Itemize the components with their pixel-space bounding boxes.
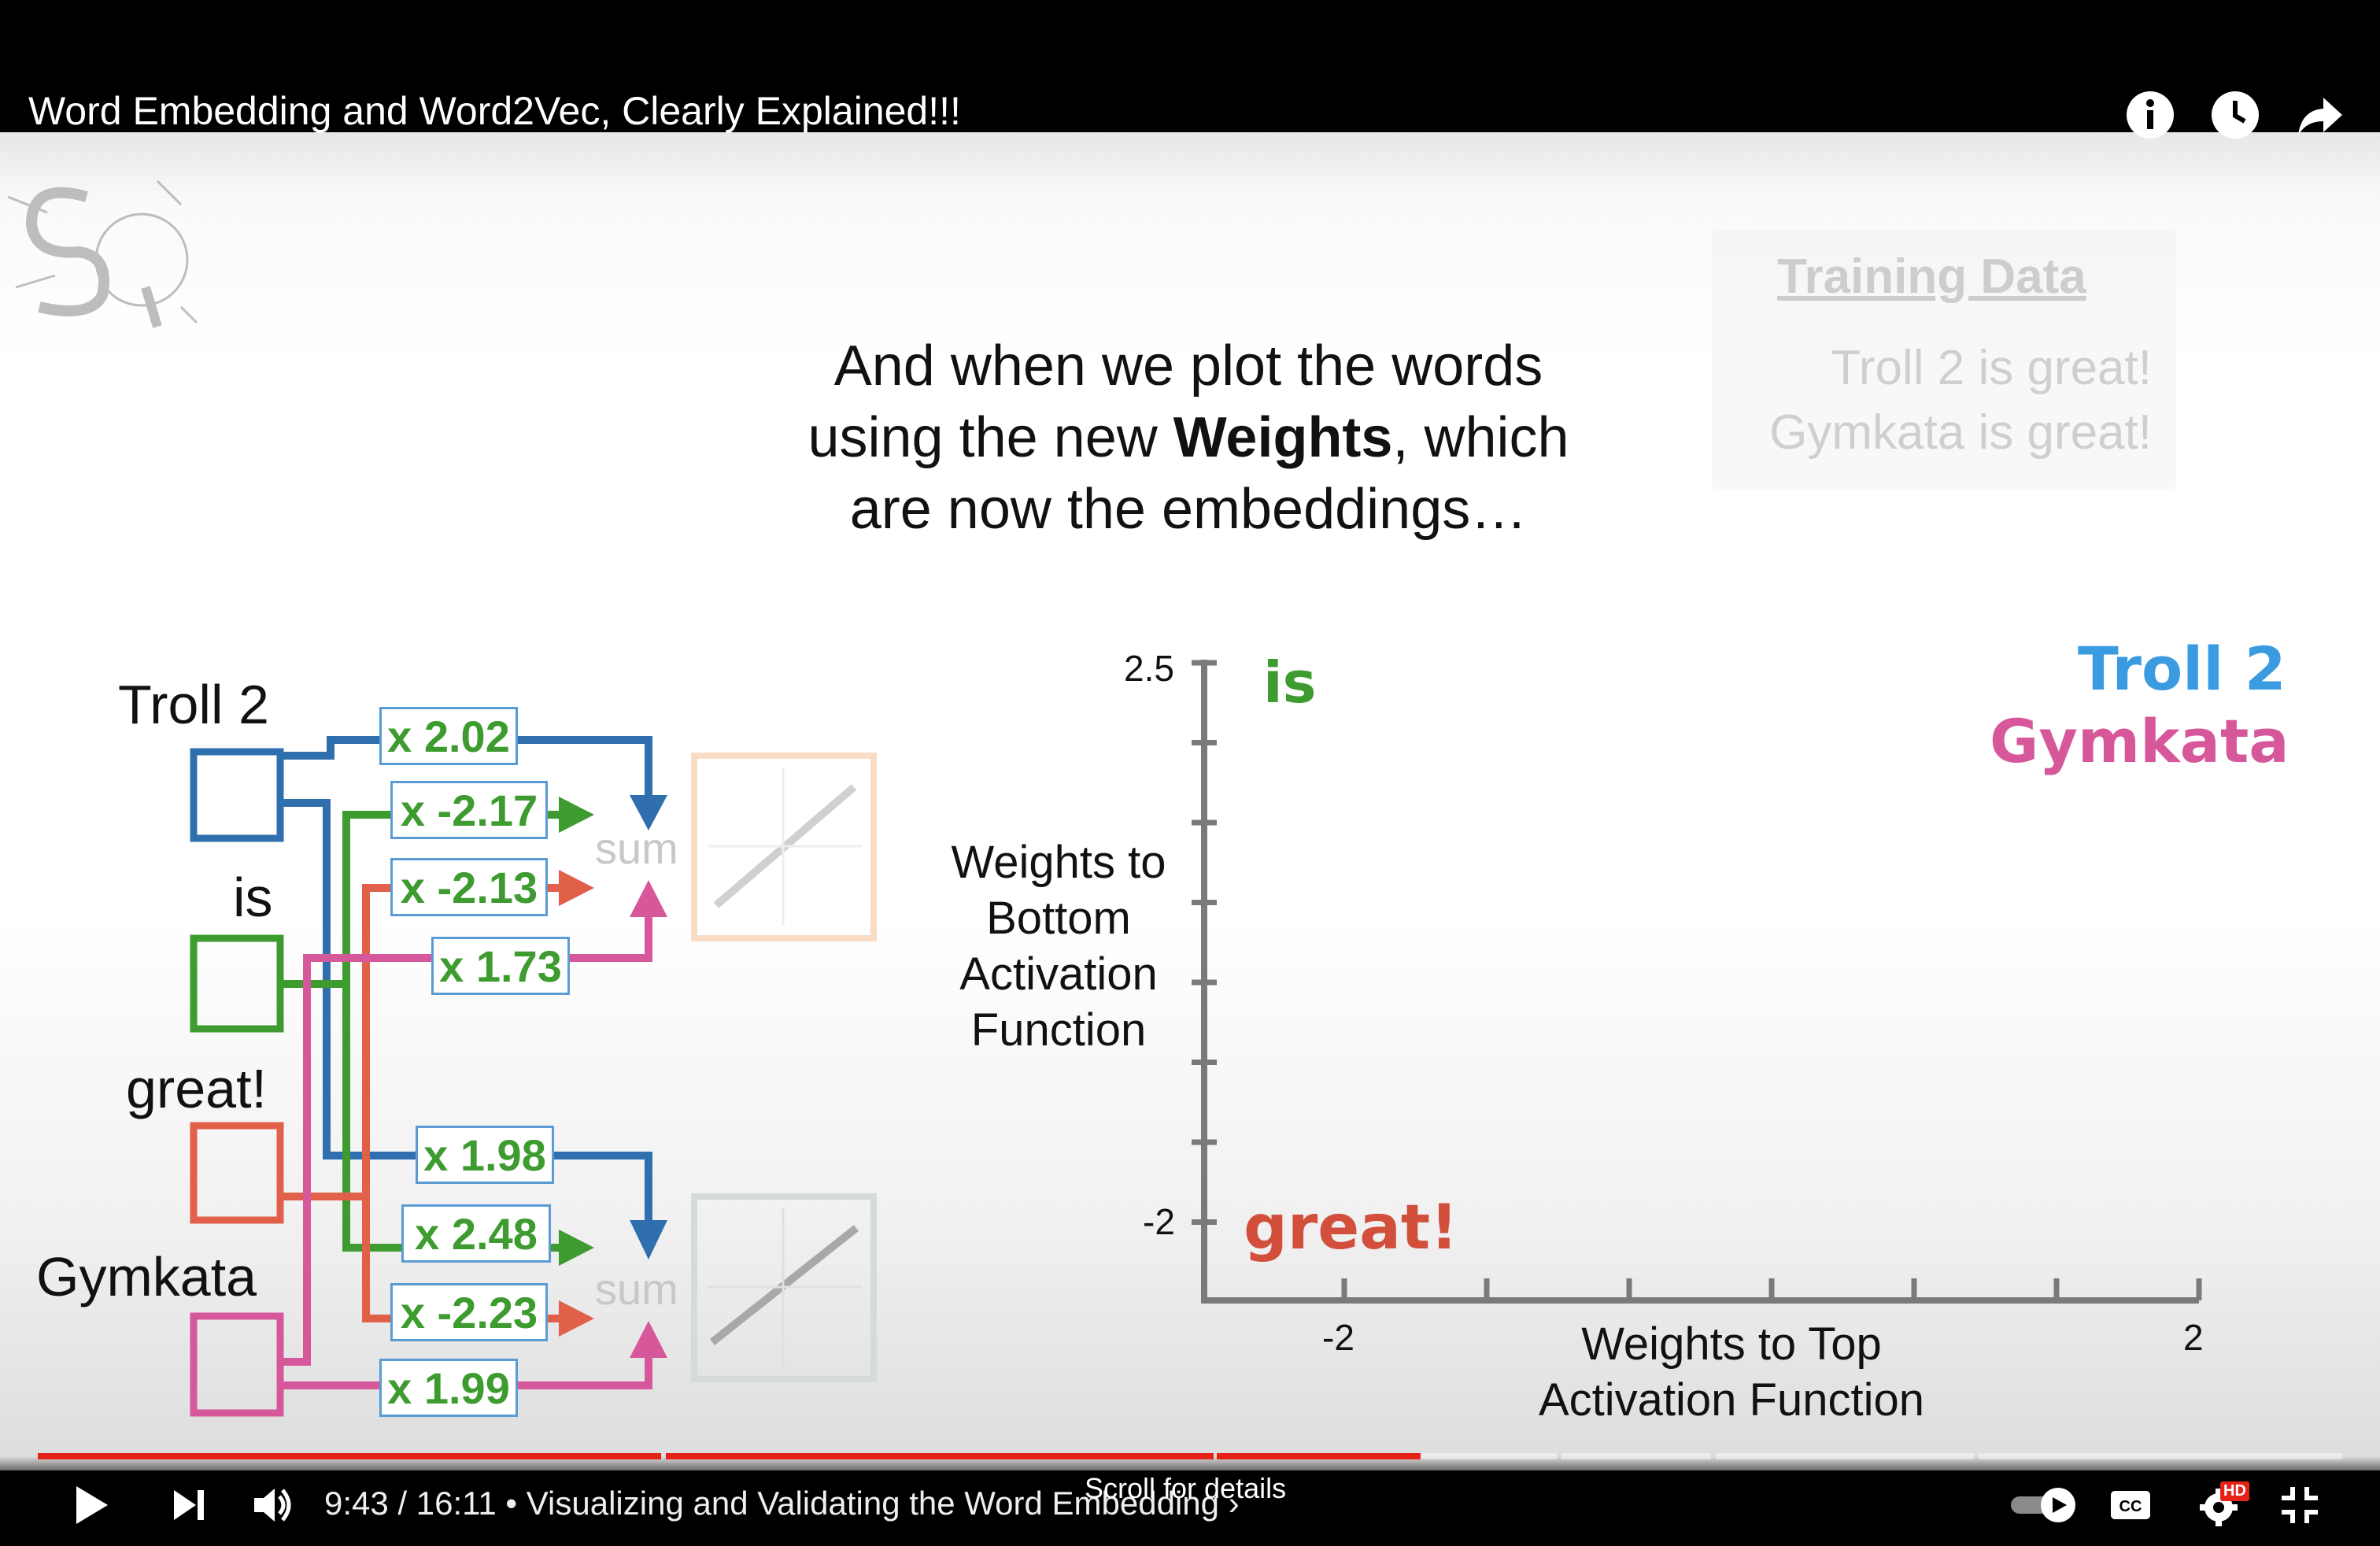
svg-text:CC: CC — [2119, 1498, 2142, 1515]
time-display: 9:43 / 16:11 • Visualizing and Validatin… — [324, 1485, 1240, 1522]
share-icon[interactable] — [2295, 90, 2345, 140]
progress-played — [38, 1453, 661, 1459]
x-tick-label: 2 — [2183, 1317, 2204, 1358]
training-data-title: Training Data — [1777, 250, 2086, 304]
training-line-2: Gymkata is great! — [1769, 405, 2152, 460]
progress-chapter-segment[interactable] — [1561, 1453, 1711, 1459]
weight-box: x -2.17 — [390, 781, 548, 839]
caption-line-1: And when we plot the words — [833, 335, 1543, 398]
scroll-hint-text: Scroll for details — [1085, 1472, 1287, 1504]
volume-button[interactable] — [249, 1480, 299, 1530]
weight-box: x 2.02 — [379, 707, 518, 765]
hd-badge: HD — [2220, 1481, 2249, 1501]
current-time: 9:43 / 16:11 — [324, 1485, 497, 1522]
top-activation-function — [691, 753, 877, 941]
bottom-activation-function — [691, 1193, 877, 1382]
settings-button[interactable]: HD — [2192, 1477, 2252, 1532]
scroll-for-details[interactable]: Scroll for details — [1085, 1472, 1286, 1505]
point-label-gymkata: Gymkata — [1990, 706, 2289, 776]
word-label-gymkata: Gymkata — [36, 1246, 257, 1307]
weight-box: x 1.99 — [379, 1359, 518, 1417]
training-line-1: Troll 2 is great! — [1831, 341, 2152, 395]
weight-box: x 1.98 — [416, 1126, 554, 1184]
caption-line-2: using the new Weights, which — [787, 402, 1590, 474]
progress-chapter-segment[interactable] — [1716, 1453, 1974, 1459]
y-tick-label: 2.5 — [1124, 648, 1174, 689]
point-label-is: is — [1263, 649, 1317, 716]
autoplay-toggle[interactable] — [2007, 1480, 2082, 1530]
skip-next-icon — [174, 1490, 204, 1520]
input-box-great — [190, 1122, 284, 1224]
x-tick-label: -2 — [1322, 1317, 1354, 1358]
word-label-is: is — [233, 867, 273, 928]
watch-later-icon[interactable] — [2210, 90, 2260, 140]
arrowhead — [630, 795, 667, 830]
input-box-is — [190, 934, 284, 1033]
x-axis-title: Weights to Top Activation Function — [1538, 1319, 1925, 1426]
exit-fullscreen-icon — [2282, 1487, 2318, 1523]
channel-logo — [7, 179, 198, 328]
input-box-gymkata — [190, 1312, 284, 1417]
sum-label-bottom: sum — [595, 1264, 678, 1314]
word-label-great: great! — [126, 1058, 267, 1119]
weight-box: x 1.73 — [431, 937, 570, 995]
word-label-troll2: Troll 2 — [118, 674, 269, 735]
control-bar — [0, 1456, 2380, 1546]
weight-box: x 2.48 — [401, 1204, 551, 1263]
sum-label-top: sum — [595, 823, 678, 873]
training-data-box — [1712, 230, 2176, 490]
slide-caption: And when we plot the words using the new… — [787, 331, 1590, 546]
weight-box: x -2.13 — [390, 858, 548, 916]
cc-icon: CC — [2111, 1491, 2150, 1519]
progress-played — [666, 1453, 1214, 1459]
play-button[interactable] — [66, 1480, 116, 1530]
top-overlay — [0, 0, 2380, 132]
volume-icon — [254, 1489, 291, 1522]
caption-text: , which — [1392, 406, 1569, 469]
input-box-troll2 — [190, 748, 284, 842]
weight-box: x -2.23 — [390, 1283, 548, 1341]
video-title[interactable]: Word Embedding and Word2Vec, Clearly Exp… — [28, 89, 961, 133]
autoplay-icon — [2011, 1488, 2075, 1522]
exit-fullscreen-button[interactable] — [2275, 1480, 2325, 1530]
progress-played — [1217, 1453, 1421, 1459]
point-label-troll2: Troll 2 — [2078, 634, 2286, 704]
info-icon[interactable] — [2125, 90, 2175, 140]
y-axis-title: Weights to Bottom Activation Function — [951, 837, 1166, 1056]
point-label-great: great! — [1244, 1193, 1458, 1263]
captions-button[interactable]: CC — [2105, 1480, 2156, 1530]
caption-line-3: are now the embeddings… — [849, 478, 1528, 541]
y-tick-label: -2 — [1143, 1201, 1175, 1242]
progress-chapter-segment[interactable] — [1979, 1453, 2342, 1459]
next-button[interactable] — [164, 1480, 214, 1530]
caption-text: using the new — [808, 406, 1173, 469]
arrowhead — [630, 1220, 667, 1259]
play-icon — [76, 1486, 108, 1524]
chapter-title[interactable]: • Visualizing and Validating the Word Em… — [496, 1485, 1240, 1522]
caption-bold-weights: Weights — [1173, 406, 1393, 469]
